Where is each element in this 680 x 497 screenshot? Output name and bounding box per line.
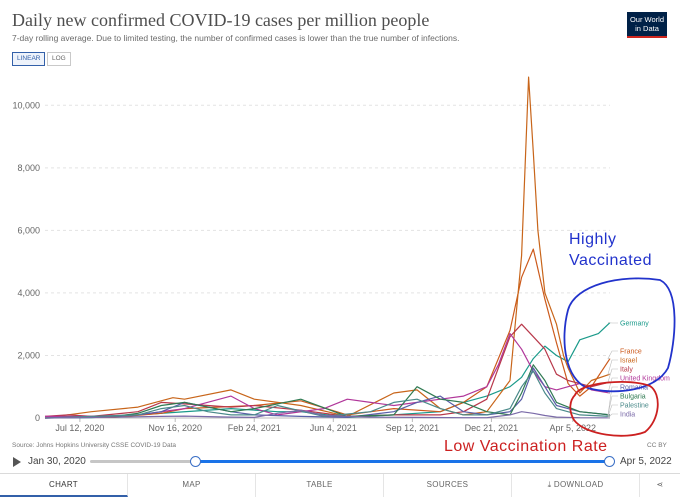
y-tick-label: 8,000 [17,163,40,173]
series-line-united-kingdom [45,334,610,417]
label-leader-line [608,351,618,359]
license-link[interactable]: CC BY [647,442,667,449]
series-label: Palestine [620,403,649,410]
label-leader-line [608,360,618,374]
share-icon: ⋖ [656,480,663,489]
y-tick-label: 10,000 [12,100,40,110]
tab-download[interactable]: ⤓ DOWNLOAD [512,474,640,497]
series-line-romania [45,368,610,418]
tab-bar: CHART MAP TABLE SOURCES ⤓ DOWNLOAD ⋖ [0,473,680,497]
series-label: Italy [620,367,633,374]
highly-vaccinated-line-1: Highly [569,229,652,250]
download-label: DOWNLOAD [554,480,604,489]
y-tick-label: 6,000 [17,225,40,235]
x-tick-label: Jul 12, 2020 [55,423,104,433]
label-leader-line [608,369,618,382]
tab-chart[interactable]: CHART [0,474,128,497]
tab-table[interactable]: TABLE [256,474,384,497]
series-label: France [620,349,642,356]
series-line-germany [45,323,610,418]
highly-vaccinated-annotation: Highly Vaccinated [569,229,652,271]
highly-vaccinated-line-2: Vaccinated [569,250,652,271]
timeline-start-label: Jan 30, 2020 [28,456,86,467]
series-label: Germany [620,321,649,328]
series-label: Israel [620,358,638,365]
x-tick-label: Dec 21, 2021 [465,423,519,433]
source-note: Source: Johns Hopkins University CSSE CO… [12,442,176,449]
x-tick-label: Jun 4, 2021 [310,423,357,433]
series-label: Bulgaria [620,394,646,401]
tab-map[interactable]: MAP [128,474,256,497]
series-line-israel [45,77,610,418]
x-tick-label: Apr 5, 2022 [550,423,597,433]
x-tick-label: Sep 12, 2021 [386,423,440,433]
x-tick-label: Nov 16, 2020 [148,423,202,433]
series-line-bulgaria [45,365,610,418]
play-icon[interactable] [13,457,21,467]
timeline-selected-range [195,460,609,463]
timeline-start-handle[interactable] [190,456,201,467]
series-label: India [620,412,635,419]
share-button[interactable]: ⋖ [640,474,680,497]
timeline-end-handle[interactable] [604,456,615,467]
y-tick-label: 0 [35,413,40,423]
timeline-end-label: Apr 5, 2022 [620,456,672,467]
y-tick-label: 2,000 [17,350,40,360]
timeline: Jan 30, 2020 Apr 5, 2022 [0,452,680,472]
x-tick-label: Feb 24, 2021 [228,423,281,433]
series-line-palestine [45,371,610,418]
series-line-italy [45,324,610,416]
y-tick-label: 4,000 [17,288,40,298]
tab-sources[interactable]: SOURCES [384,474,512,497]
series-line-france [45,249,610,418]
highly-vaccinated-circle [564,278,674,391]
